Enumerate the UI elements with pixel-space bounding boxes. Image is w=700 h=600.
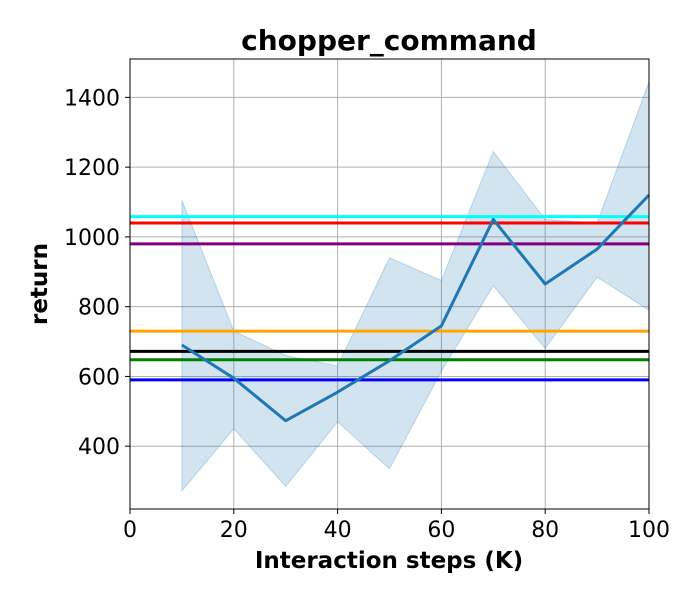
- x-tick-label: 100: [628, 518, 670, 543]
- x-axis: 0 20 40 60 80 100: [123, 509, 670, 543]
- chart-title: chopper_command: [241, 24, 537, 57]
- y-tick-label: 1200: [64, 156, 120, 181]
- x-tick-label: 0: [123, 518, 137, 543]
- plot-frame: [129, 58, 650, 510]
- grid: [129, 59, 650, 509]
- series-group: [181, 194, 651, 423]
- x-tick-label: 80: [531, 518, 559, 543]
- y-tick-label: 600: [78, 365, 120, 390]
- y-tick-label: 800: [78, 296, 120, 321]
- y-axis: 400 600 800 1000 1200 1400: [64, 86, 130, 460]
- series-line: [181, 194, 651, 423]
- x-tick-label: 40: [324, 518, 352, 543]
- reference-lines: [130, 215, 649, 382]
- y-axis-label: return: [27, 243, 53, 325]
- x-tick-label: 20: [220, 518, 248, 543]
- y-tick-label: 400: [78, 435, 120, 460]
- y-tick-label: 1400: [64, 86, 120, 111]
- x-axis-label: Interaction steps (K): [255, 548, 523, 574]
- x-tick-label: 60: [427, 518, 455, 543]
- y-tick-label: 1000: [64, 226, 120, 251]
